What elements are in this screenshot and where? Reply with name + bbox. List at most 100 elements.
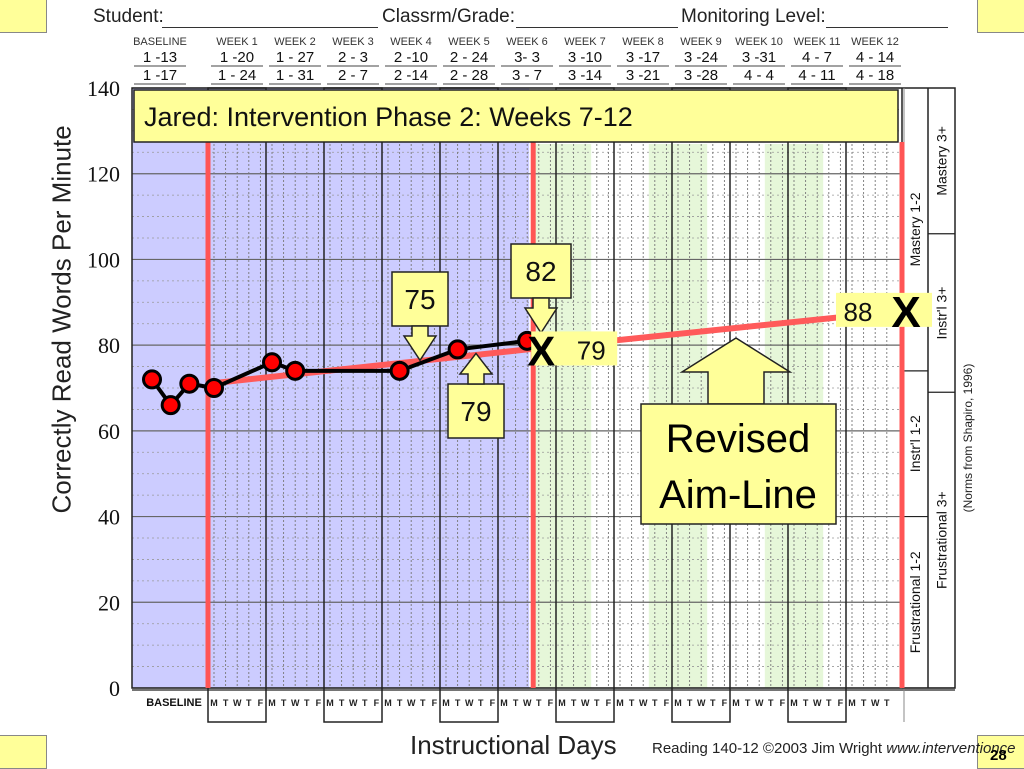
week-date-start-10: 3 -31: [742, 49, 776, 66]
student-blank: [162, 27, 378, 28]
callout-79-box: [447, 383, 505, 439]
week-label-10: WEEK 10: [735, 36, 783, 48]
y-tick-label: 60: [98, 419, 120, 444]
week-date-start-8: 3 -17: [626, 49, 660, 66]
week-date-end-9: 3 -28: [684, 67, 718, 84]
week-label-6: WEEK 6: [506, 36, 548, 48]
x-tick-day: W: [523, 698, 532, 708]
x-tick-day: M: [558, 698, 566, 708]
x-tick-day: F: [780, 698, 786, 708]
monitoring-level-blank: [826, 27, 948, 28]
revised-aim-line-callout: Revised Aim-Line: [640, 337, 837, 525]
band-label-1-2-0: Mastery 1-2: [907, 192, 923, 266]
x-mark-revised: X: [891, 288, 920, 337]
week-date-start-4: 2 -10: [394, 49, 428, 66]
x-mark-phase1: X: [527, 327, 555, 374]
x-tick-day: T: [803, 698, 809, 708]
x-tick-day: F: [548, 698, 554, 708]
endpoint-88-bg: [836, 292, 932, 327]
endpoint-79-label: 79: [577, 335, 606, 365]
x-tick-day: T: [687, 698, 693, 708]
week-date-start-12: 4 - 14: [856, 49, 894, 66]
chart-title-banner: [133, 89, 899, 143]
week-box-3: [323, 87, 383, 723]
x-tick-day: M: [326, 698, 334, 708]
callout-79-arrow: [458, 352, 494, 385]
data-point-2: [160, 395, 181, 416]
x-tick-day: F: [490, 698, 496, 708]
week-date-end-0: 1 -17: [143, 67, 177, 84]
x-tick-day: T: [884, 698, 890, 708]
x-tick-day: M: [790, 698, 798, 708]
revised-label-line2: Aim-Line: [659, 473, 817, 517]
x-tick-day: F: [606, 698, 612, 708]
x-tick-day: T: [594, 698, 600, 708]
x-tick-day: M: [616, 698, 624, 708]
callout-79-label: 79: [460, 396, 491, 427]
x-tick-day: T: [861, 698, 867, 708]
y-tick-label: 80: [98, 333, 120, 358]
week-date-start-3: 2 - 3: [338, 49, 368, 66]
monitoring-level-label: Monitoring Level:: [681, 6, 826, 27]
x-tick-day: W: [755, 698, 764, 708]
data-point-6: [285, 360, 306, 381]
x-tick-day: M: [848, 698, 856, 708]
callout-82-label: 82: [525, 256, 556, 287]
week-date-start-9: 3 -24: [684, 49, 718, 66]
week-label-4: WEEK 4: [390, 36, 432, 48]
x-tick-day: W: [871, 698, 880, 708]
x-tick-day: W: [233, 698, 242, 708]
credit-url: www.interventionce: [886, 740, 1016, 757]
band-label-3plus-0: Mastery 3+: [934, 126, 950, 196]
x-tick-day: T: [571, 698, 577, 708]
plot-frame: [131, 87, 956, 689]
week-label-7: WEEK 7: [564, 36, 606, 48]
x-tick-day: T: [768, 698, 774, 708]
week-label-11: WEEK 11: [794, 36, 841, 48]
week-date-end-4: 2 -14: [394, 67, 428, 84]
x-tick-day: T: [304, 698, 310, 708]
data-point-7: [389, 360, 410, 381]
norms-source: (Norms from Shapiro, 1996): [961, 364, 975, 513]
week-date-end-11: 4 - 11: [798, 67, 835, 84]
x-tick-day: M: [500, 698, 508, 708]
data-point-8: [447, 339, 468, 360]
class-grade-label: Classrm/Grade:: [382, 6, 516, 27]
x-tick-day: T: [652, 698, 658, 708]
page-number: 28: [990, 747, 1007, 764]
x-tick-day: M: [674, 698, 682, 708]
x-tick-day: F: [722, 698, 728, 708]
week-date-start-6: 3- 3: [514, 49, 540, 66]
x-tick-day: W: [349, 698, 358, 708]
x-tick-day: M: [384, 698, 392, 708]
x-tick-day: M: [442, 698, 450, 708]
week-label-8: WEEK 8: [622, 36, 664, 48]
corner-accent-top-right: [977, 0, 1024, 33]
data-point-5: [262, 352, 282, 373]
x-tick-day: W: [639, 698, 648, 708]
y-axis-title: Correctly Read Words Per Minute: [46, 125, 77, 514]
x-tick-day: W: [291, 698, 300, 708]
x-tick-day: T: [826, 698, 832, 708]
x-tick-day: M: [268, 698, 276, 708]
x-tick-day: T: [362, 698, 368, 708]
endpoint-88-label: 88: [844, 297, 873, 327]
data-point-3: [179, 373, 200, 394]
week-date-end-7: 3 -14: [568, 67, 602, 84]
x-tick-day: T: [339, 698, 345, 708]
x-tick-day: F: [664, 698, 670, 708]
week-date-end-1: 1 - 24: [218, 67, 256, 84]
x-tick-day: T: [710, 698, 716, 708]
x-tick-day: F: [316, 698, 322, 708]
x-tick-day: T: [397, 698, 403, 708]
y-tick-label: 40: [98, 505, 120, 530]
week-date-start-0: 1 -13: [143, 49, 177, 66]
x-tick-day: F: [258, 698, 264, 708]
x-tick-baseline: BASELINE: [146, 697, 202, 709]
credit-text: Reading 140-12 ©2003 Jim Wright: [652, 740, 883, 757]
x-tick-day: W: [813, 698, 822, 708]
x-tick-day: T: [745, 698, 751, 708]
class-grade-blank: [516, 27, 678, 28]
x-tick-day: W: [697, 698, 706, 708]
week-date-end-2: 1 - 31: [276, 67, 314, 84]
